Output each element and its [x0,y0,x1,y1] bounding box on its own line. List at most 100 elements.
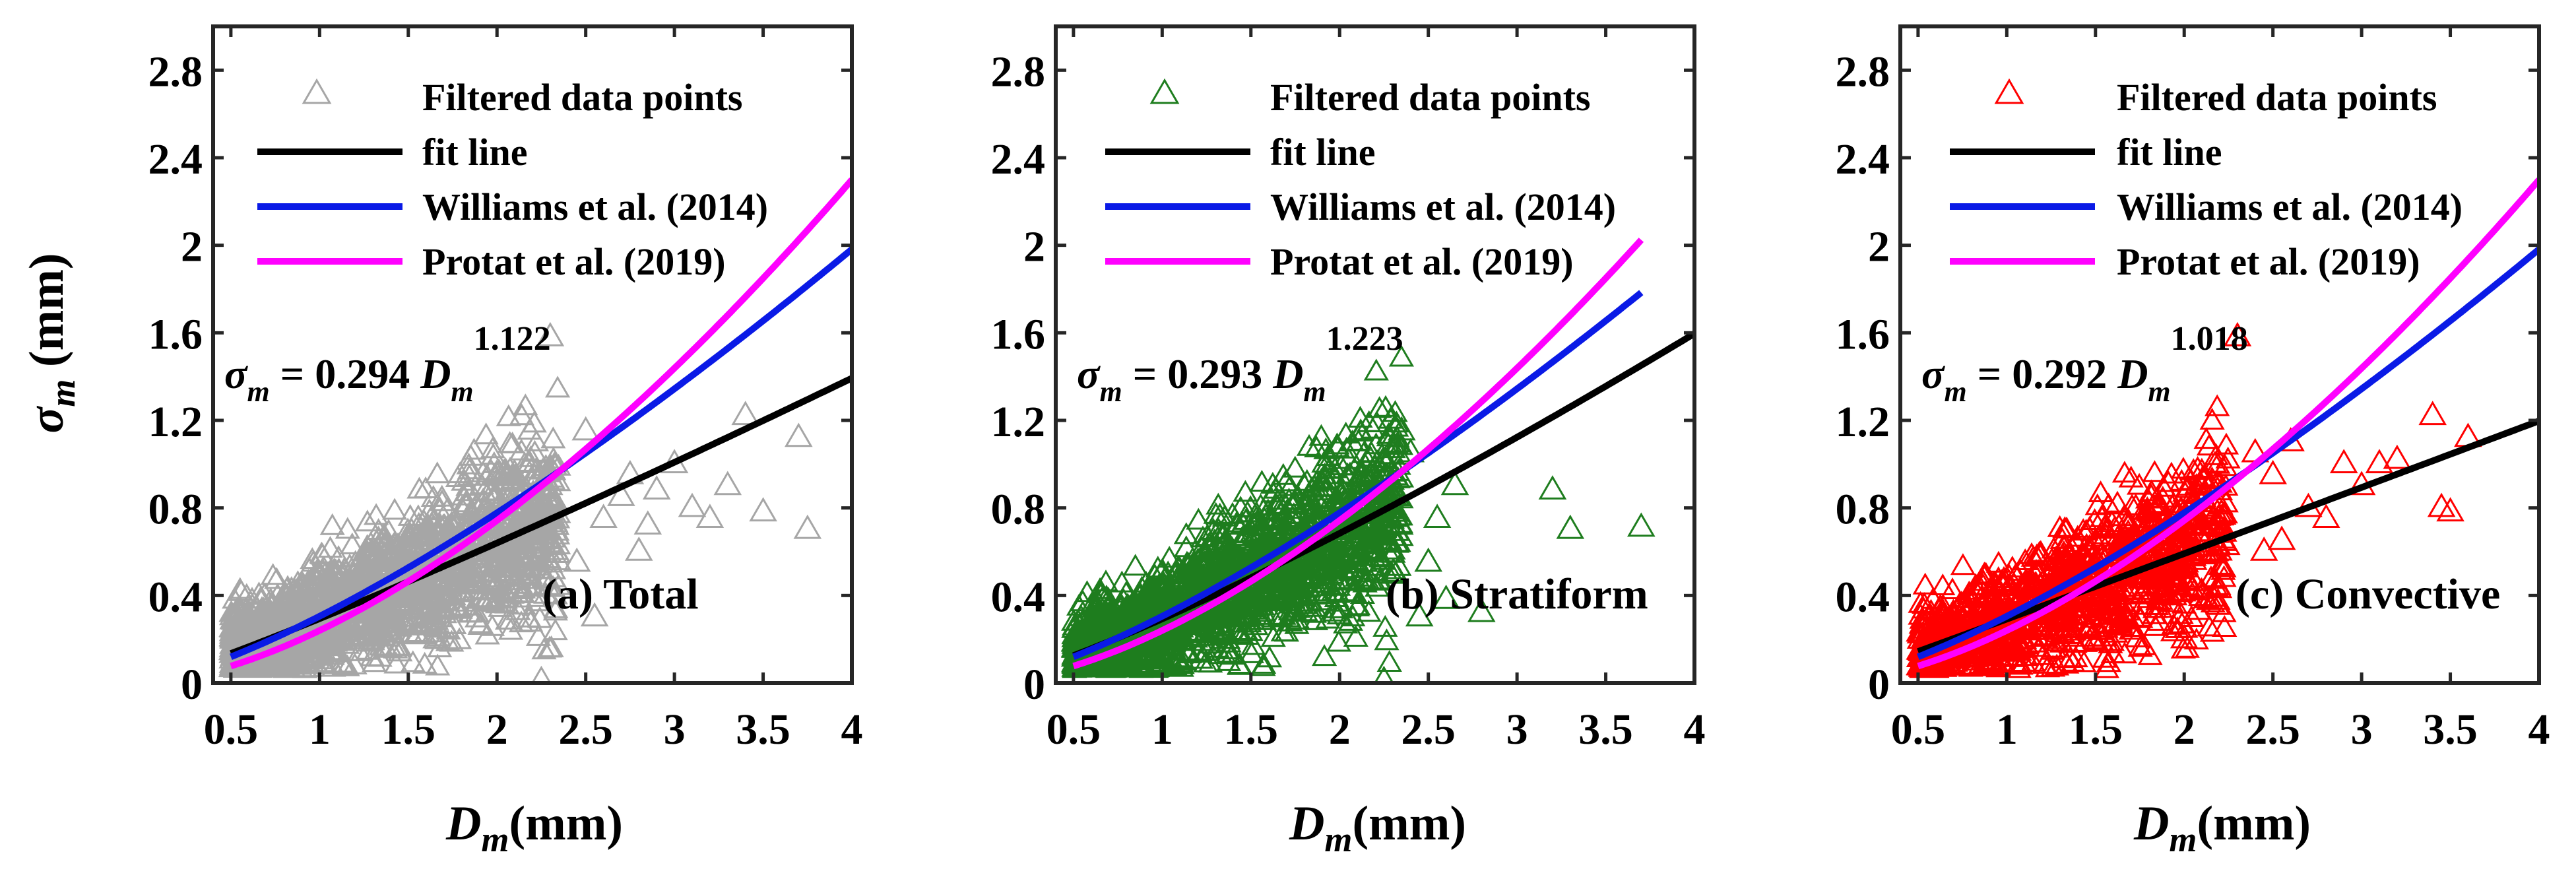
panel-stratiform: 0.5 1 1.5 2 2.5 3 3.5 4 0 0.4 0.8 1.2 1.6 2 2.4 2.8 Fil… [991,24,1706,859]
scatter-point [2259,459,2288,484]
legend-points-marker [1994,78,2024,104]
scatter-point [633,510,662,535]
scatter-point [731,401,760,426]
legend-fit-label: fit line [2117,131,2222,174]
x-tick-label: 3 [1506,705,1528,754]
protat-line [230,178,852,670]
scatter-point [1432,584,1460,609]
legend-fit-label: fit line [1270,131,1375,174]
y-tick-label: 2.4 [148,135,203,183]
legend-williams-label: Williams et al. (2014) [422,185,768,228]
y-tick-label: 0.4 [148,573,203,621]
scatter-point [1423,504,1452,528]
scatter-point [562,547,591,572]
panel-total: 0.5 1 1.5 2 2.5 3 3.5 4 0 0.4 0.8 1.2 1.6 2 2.4 2.8 Fil… [148,24,863,859]
scatter-point [624,537,653,561]
x-axis-label: Dm(mm) [2133,797,2311,859]
scatter-point [2311,504,2340,528]
legend-points-marker [302,78,332,104]
x-tick-label: 0.5 [1891,705,1946,754]
fit-line [1917,418,2539,655]
legend-points-label: Filtered data points [422,76,743,119]
legend: Filtered data points fit line Williams e… [257,76,768,283]
scatter-point [1374,665,1394,683]
axes-frame [211,24,854,685]
scatter-point [589,504,618,528]
x-tick-label: 4 [841,705,863,754]
y-tick-label: 0.4 [1836,573,1890,621]
y-tick-label: 0.8 [1836,486,1890,534]
scatter-point [531,665,552,683]
y-tick-label: 0.8 [991,486,1046,534]
y-tick-label: 1.2 [991,398,1046,446]
fit-equation: σm = 0.294 Dm1.122 [224,320,551,408]
x-tick-label: 4 [2528,705,2550,754]
legend: Filtered data points fit line Williams e… [1105,76,1616,283]
y-tick-label: 1.2 [148,398,203,446]
panel-label: (c) Convective [2236,570,2500,618]
x-tick-label: 4 [1684,705,1706,754]
x-tick-label: 2.5 [1401,705,1456,754]
axes-frame [1898,24,2541,685]
x-tick-label: 2 [2174,705,2195,754]
y-tick-label: 0.4 [991,573,1046,621]
plot-layer [1906,178,2539,678]
x-tick-label: 1 [1151,705,1173,754]
protat-line [1917,178,2539,670]
ticks-layer: 0.5 1 1.5 2 2.5 3 3.5 4 0 0.4 0.8 1.2 1.6 2 2.4 2.8 [148,26,863,754]
x-tick-label: 3.5 [736,705,790,754]
scatter-point [713,471,742,496]
scatter-point [607,482,635,506]
y-tick-label: 2.8 [991,48,1046,96]
plot-layer [1060,238,1694,683]
y-tick-label: 1.6 [1836,310,1890,358]
legend-points-label: Filtered data points [2117,76,2437,119]
x-tick-label: 3.5 [2423,705,2478,754]
panel-convective: 0.5 1 1.5 2 2.5 3 3.5 4 0 0.4 0.8 1.2 1.6 2 2.4 2.8 Fil… [1836,24,2550,859]
y-tick-label: 2.8 [148,48,203,96]
legend-protat-label: Protat et al. (2019) [422,240,726,283]
legend-points-label: Filtered data points [1270,76,1591,119]
y-tick-label: 1.6 [148,310,203,358]
scatter-point [1538,475,1567,500]
scatter-point [678,492,707,517]
scatter-point [2418,401,2447,426]
x-tick-label: 1.5 [2069,705,2123,754]
scatter-point [2223,321,2252,346]
ticks-layer: 0.5 1 1.5 2 2.5 3 3.5 4 0 0.4 0.8 1.2 1.6 2 2.4 2.8 [1836,26,2550,754]
williams-line [1072,290,1644,660]
scatter-point [2267,525,2296,550]
legend-williams-label: Williams et al. (2014) [1270,185,1616,228]
x-tick-label: 1 [1996,705,2018,754]
scatter-point [793,514,822,539]
x-tick-label: 2 [486,705,508,754]
x-tick-label: 0.5 [1046,705,1101,754]
scatter-point [642,475,671,500]
scatter-point [2170,624,2199,649]
x-tick-label: 3 [664,705,686,754]
legend-williams-label: Williams et al. (2014) [2117,185,2463,228]
y-tick-label: 2.4 [1836,135,1890,183]
x-tick-label: 2 [1329,705,1351,754]
scatter-point [580,602,609,627]
x-tick-label: 0.5 [204,705,259,754]
scatter-point [1405,602,1434,627]
scatter-point [1440,471,1469,496]
ticks-layer: 0.5 1 1.5 2 2.5 3 3.5 4 0 0.4 0.8 1.2 1.6 2 2.4 2.8 [991,26,1706,754]
fit-line [230,375,852,657]
y-tick-label: 1.6 [991,310,1046,358]
y-tick-label: 2 [1868,223,1890,271]
y-tick-label: 0 [1023,661,1045,709]
x-axis-label: Dm(mm) [445,797,623,859]
legend-protat-label: Protat et al. (2019) [1270,240,1574,283]
legend-fit-label: fit line [422,131,527,174]
axes-frame [1054,24,1696,685]
x-tick-label: 1 [309,705,331,754]
x-tick-label: 1.5 [1224,705,1279,754]
x-tick-label: 3.5 [1578,705,1633,754]
x-tick-label: 2.5 [558,705,613,754]
scatter-point [1414,547,1443,572]
y-axis-label: σm (mm) [20,253,82,434]
y-tick-label: 2.4 [991,135,1046,183]
